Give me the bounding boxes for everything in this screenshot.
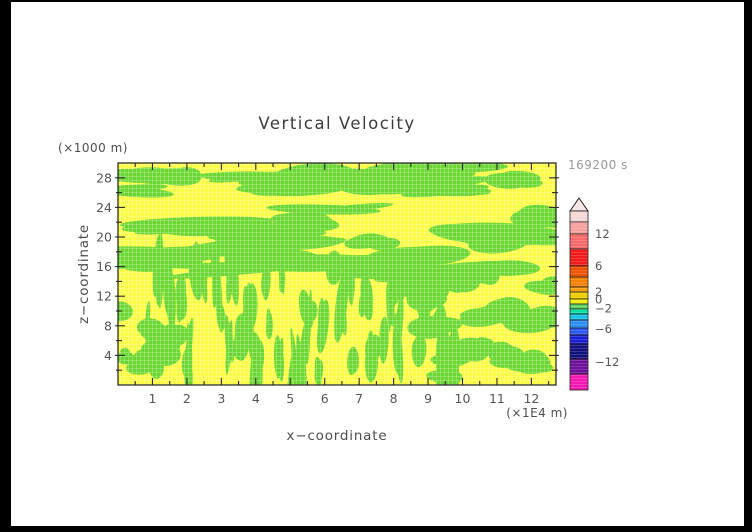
x-tick-label: 4 (252, 391, 260, 406)
z-tick-label: 16 (96, 259, 112, 274)
colorbar-tick-label: 2 (595, 285, 602, 299)
z-tick-labels: 4 8 12 16 20 24 28 (96, 170, 112, 363)
colorbar-tick-label: −12 (595, 355, 619, 369)
x-tick-label: 9 (424, 391, 432, 406)
fill-texture-overlay (118, 163, 556, 385)
axis-ticks (115, 163, 559, 385)
timestamp-label: 169200 s (568, 158, 628, 172)
colorbar-tick-label: 12 (595, 227, 610, 241)
colorbar-tick-label: −2 (595, 302, 612, 316)
x-tick-label: 12 (523, 391, 539, 406)
x-axis-units-label: (×1E4 m) (506, 406, 568, 420)
x-tick-label: 3 (217, 391, 225, 406)
x-tick-labels: 1 2 3 4 5 6 7 8 9 10 11 12 (148, 391, 539, 406)
z-tick-label: 8 (104, 318, 112, 333)
x-tick-label: 10 (455, 391, 471, 406)
plot-frame (117, 162, 557, 386)
x-tick-label: 1 (148, 391, 156, 406)
z-tick-label: 4 (104, 348, 112, 363)
plot-title: Vertical Velocity (258, 114, 415, 133)
z-tick-label: 12 (96, 289, 112, 304)
z-tick-label: 28 (96, 170, 112, 185)
z-tick-label: 24 (96, 200, 112, 215)
colorbar-legend: 12 6 20−2 −6 −12 (569, 197, 619, 391)
x-axis-label: x−coordinate (287, 428, 388, 444)
x-tick-label: 8 (390, 391, 398, 406)
z-tick-label: 20 (96, 230, 112, 245)
x-tick-label: 2 (183, 391, 191, 406)
x-tick-label: 5 (286, 391, 294, 406)
plot-area (115, 162, 559, 386)
z-axis-label: z−coordinate (76, 224, 92, 324)
colorbar-tick-label: 6 (595, 259, 602, 273)
z-axis-units-label: (×1000 m) (58, 141, 128, 155)
x-tick-label: 7 (355, 391, 363, 406)
colorbar-tick-label: 0 (595, 293, 602, 307)
x-tick-label: 6 (321, 391, 329, 406)
colorbar-tick-label: −6 (595, 322, 612, 336)
x-tick-label: 11 (489, 391, 505, 406)
